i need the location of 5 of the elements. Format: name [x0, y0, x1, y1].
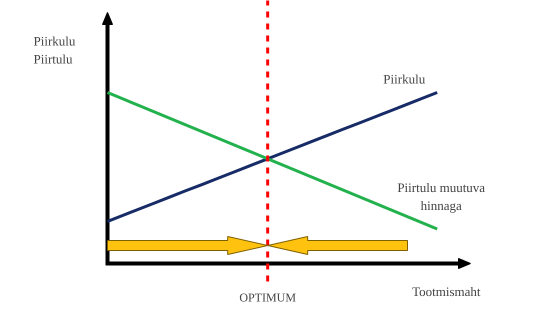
- series-label: Piirtulu muutuva hinnaga: [397, 180, 486, 213]
- text: OPTIMUM: [239, 290, 296, 304]
- x-axis-title: Tootmismaht: [412, 284, 481, 299]
- series-label: Piirkulu: [383, 72, 426, 86]
- y-axis-title: Piirkulu Piirtulu: [34, 34, 76, 66]
